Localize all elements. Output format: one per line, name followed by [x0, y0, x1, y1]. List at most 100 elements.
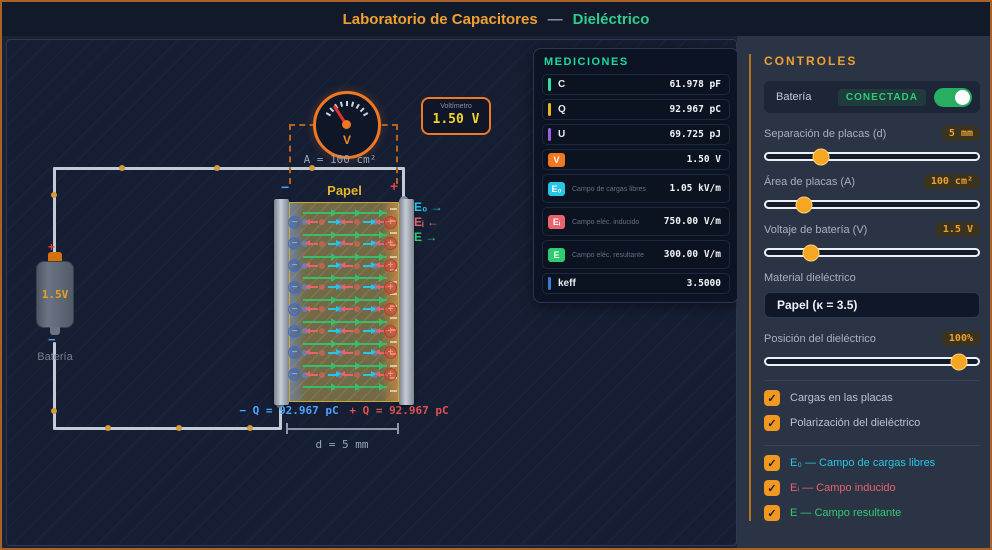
free-field-arrow	[328, 327, 341, 334]
measurement-badge: Eᵢ	[548, 214, 565, 229]
resultant-field-line	[303, 361, 387, 370]
header-bar: Laboratorio de Capacitores — Dieléctrico	[2, 2, 990, 36]
dipole-unit	[337, 327, 376, 334]
bound-positive-dot	[319, 371, 325, 378]
slider-thumb[interactable]	[950, 353, 968, 370]
slider-track[interactable]	[764, 244, 980, 261]
induced-field-arrow	[340, 218, 353, 225]
bound-positive-dot	[354, 262, 360, 269]
induced-field-arrow	[340, 327, 353, 334]
free-field-arrow	[328, 283, 341, 290]
checkbox-label: Eᵢ — Campo inducido	[790, 482, 896, 494]
checkbox-row: ✓ E₀ — Campo de cargas libres	[764, 455, 980, 471]
measurement-row: E Campo eléc. resultante 300.00 V/m	[542, 240, 730, 269]
field-arrowhead	[355, 383, 361, 392]
induced-field-arrow	[375, 262, 388, 269]
slider-group: Separación de placas (d) 5 mm	[764, 126, 980, 165]
negative-charge: −	[288, 302, 301, 316]
bound-positive-dot	[319, 262, 325, 269]
free-field-arrow	[363, 262, 376, 269]
field-arrowhead	[331, 296, 337, 305]
bound-positive-dot	[354, 349, 360, 356]
positive-charge: +	[384, 280, 397, 294]
bound-positive-dot	[354, 328, 360, 334]
induced-field-arrow	[305, 371, 318, 378]
bound-positive-dot	[319, 284, 325, 291]
checkbox[interactable]: ✓	[764, 415, 780, 431]
checkbox[interactable]: ✓	[764, 455, 780, 471]
divider	[764, 445, 980, 446]
slider-track[interactable]	[764, 148, 980, 165]
voltmeter-caption: Voltímetro	[440, 103, 472, 110]
negative-charge: −	[288, 215, 301, 229]
wire-right	[402, 167, 405, 201]
battery-status-badge: CONECTADA	[837, 88, 926, 106]
free-field-arrow	[328, 262, 341, 269]
polarization-dipole-row	[302, 261, 395, 270]
induced-field-arrow	[340, 262, 353, 269]
measurement-accent	[548, 77, 551, 92]
battery-caption: Batería	[37, 351, 73, 363]
measurement-label-wrap: C	[558, 79, 565, 90]
negative-charge: −	[288, 280, 301, 294]
induced-field-arrow	[375, 327, 388, 334]
battery-toggle[interactable]	[934, 87, 972, 107]
measurement-value: 750.00 V/m	[663, 216, 721, 227]
battery[interactable]: 1.5V	[36, 261, 74, 328]
induced-field-arrow	[305, 218, 318, 225]
slider-label: Posición del dieléctrico	[764, 332, 876, 345]
positive-charge: +	[384, 368, 397, 382]
current-dot	[51, 408, 57, 414]
checkbox-row: ✓ Cargas en las placas	[764, 390, 980, 406]
measurement-badge: V	[548, 152, 565, 167]
material-select[interactable]: Papel (κ = 3.5)	[764, 292, 980, 318]
slider-track[interactable]	[764, 353, 980, 370]
material-label: Material dieléctrico	[764, 272, 856, 284]
slider-thumb[interactable]	[802, 244, 820, 261]
divider	[764, 380, 980, 381]
distance-label: d = 5 mm	[315, 438, 369, 451]
dipole-unit	[302, 327, 341, 334]
positive-charge: +	[384, 302, 397, 316]
checkbox[interactable]: ✓	[764, 480, 780, 496]
induced-charge-dash	[390, 292, 397, 295]
checkbox[interactable]: ✓	[764, 390, 780, 406]
measurement-sublabel: Campo eléc. inducido	[572, 218, 640, 226]
dipole-unit	[302, 218, 341, 225]
toggle-knob	[955, 89, 970, 105]
slider-thumb[interactable]	[812, 148, 830, 165]
field-arrowhead	[331, 318, 337, 326]
plate-area-label: A = 100 cm²	[303, 153, 377, 166]
slider-head: Voltaje de batería (V) 1.5 V	[764, 222, 980, 237]
negative-charge: −	[288, 324, 301, 338]
measurement-badge: E	[548, 247, 565, 262]
checkbox[interactable]: ✓	[764, 505, 780, 521]
polarization-dipole-row	[302, 370, 395, 379]
slider-thumb[interactable]	[795, 196, 813, 213]
field-arrowhead	[331, 383, 337, 392]
capacitor-plate-left[interactable]	[274, 199, 289, 405]
dipole-unit	[337, 371, 376, 378]
induced-field-arrow	[305, 349, 318, 356]
positive-charge: +	[384, 237, 397, 251]
free-field-arrow	[328, 218, 341, 225]
gauge-tick	[359, 107, 365, 113]
measurement-accent	[548, 102, 551, 117]
dimension-tick	[397, 423, 399, 434]
dipole-unit	[337, 262, 376, 269]
polarization-dipole-row	[302, 305, 395, 314]
induced-charge-dash	[390, 316, 397, 319]
measurement-sublabel: Campo de cargas libres	[572, 185, 646, 193]
gauge-tick	[325, 112, 332, 117]
measurement-accent	[548, 127, 551, 142]
dipole-unit	[302, 305, 341, 313]
slider-track[interactable]	[764, 196, 980, 213]
capacitor-plate-right[interactable]	[399, 199, 414, 405]
free-field-arrow	[363, 349, 376, 356]
free-field-arrow	[363, 283, 376, 290]
polarization-dipole-row	[302, 283, 395, 292]
measurement-row: V 1.50 V	[542, 149, 730, 170]
measurement-label-wrap: Campo de cargas libres	[572, 185, 646, 193]
dipole-unit	[337, 240, 376, 247]
negative-charge: −	[288, 346, 301, 360]
